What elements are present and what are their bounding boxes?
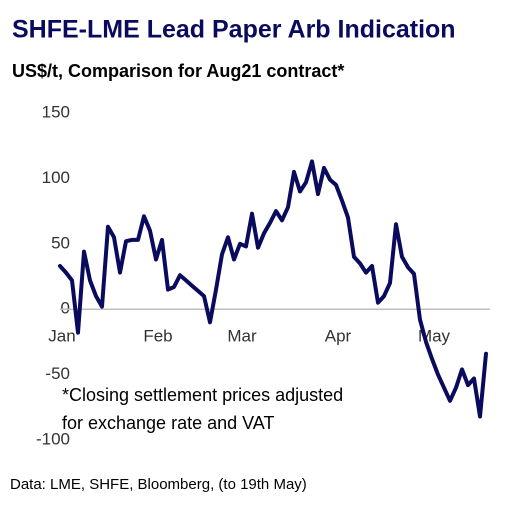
y-tick-label: 100 — [42, 168, 70, 187]
y-tick-label: 150 — [42, 102, 70, 121]
y-tick-label: 0 — [61, 299, 70, 318]
source: Data: LME, SHFE, Bloomberg, (to 19th May… — [10, 476, 307, 493]
data-line — [58, 159, 488, 419]
y-tick-label: -50 — [45, 364, 70, 383]
x-tick-label: Feb — [143, 327, 172, 346]
y-tick-label: 50 — [51, 233, 70, 252]
annotation: *Closing settlement prices adjusted — [62, 385, 343, 405]
chart-title: SHFE-LME Lead Paper Arb Indication — [12, 16, 456, 44]
x-tick-label: Jan — [48, 327, 75, 346]
x-tick-label: Mar — [227, 327, 257, 346]
x-tick-label: Apr — [325, 327, 352, 346]
chart-subtitle: US$/t, Comparison for Aug21 contract* — [12, 61, 344, 81]
annotation: for exchange rate and VAT — [62, 413, 274, 433]
y-tick-label: -100 — [36, 429, 70, 448]
